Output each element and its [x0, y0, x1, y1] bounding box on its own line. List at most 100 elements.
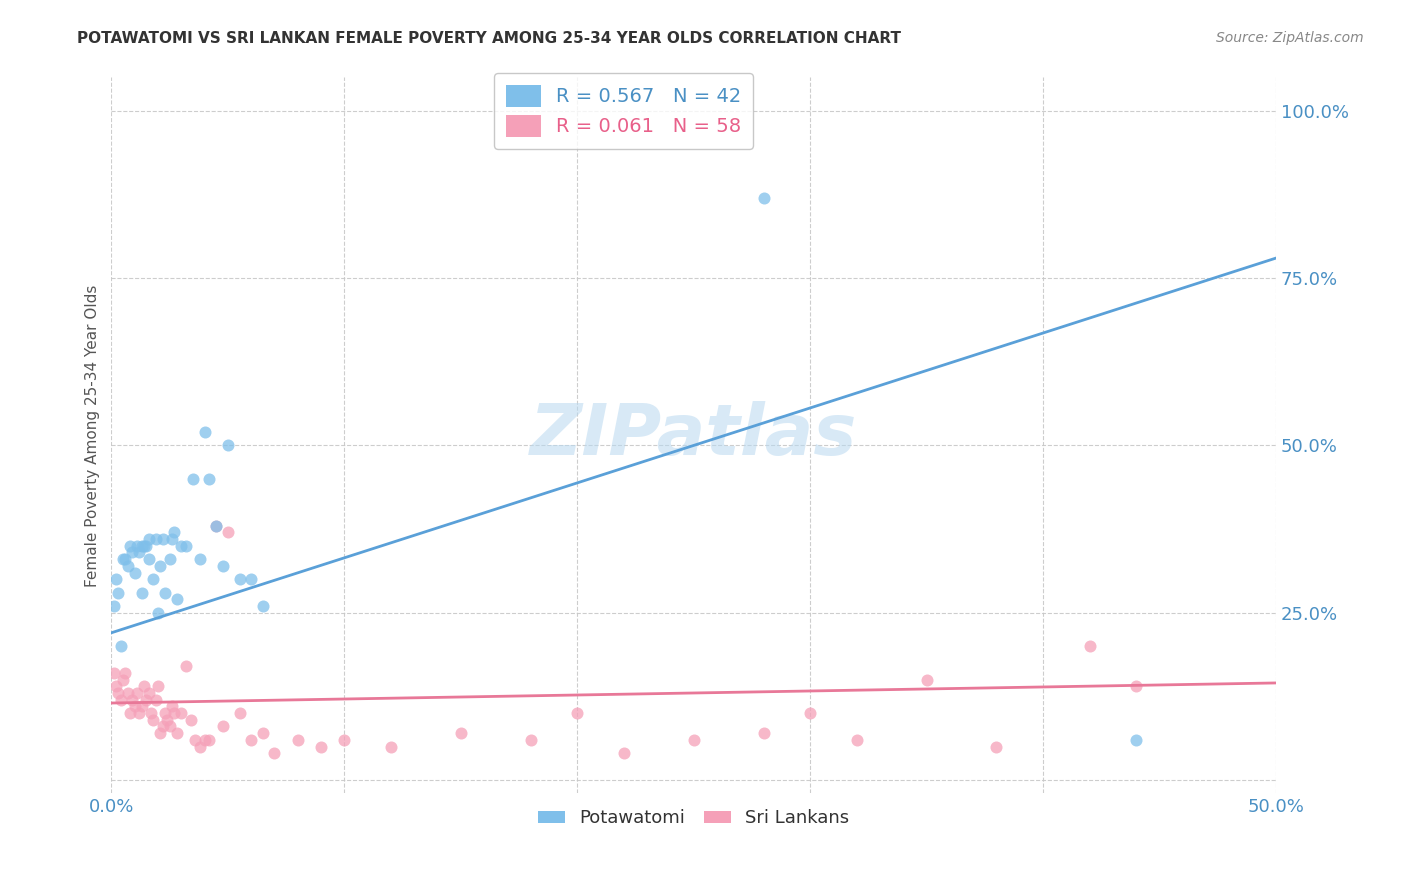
Point	[139, 706, 162, 720]
Point	[149, 558, 172, 573]
Point	[114, 552, 136, 566]
Point	[112, 673, 135, 687]
Point	[142, 572, 165, 586]
Point	[153, 585, 176, 599]
Point	[1078, 639, 1101, 653]
Point	[131, 699, 153, 714]
Point	[194, 425, 217, 439]
Point	[194, 732, 217, 747]
Point	[1125, 732, 1147, 747]
Point	[125, 686, 148, 700]
Point	[105, 572, 128, 586]
Point	[252, 599, 274, 613]
Point	[198, 472, 221, 486]
Point	[131, 539, 153, 553]
Point	[138, 686, 160, 700]
Point	[380, 739, 402, 754]
Point	[174, 539, 197, 553]
Point	[228, 572, 250, 586]
Point	[228, 706, 250, 720]
Point	[163, 706, 186, 720]
Point	[915, 673, 938, 687]
Point	[107, 686, 129, 700]
Point	[112, 552, 135, 566]
Legend: Potawatomi, Sri Lankans: Potawatomi, Sri Lankans	[531, 802, 856, 834]
Point	[152, 719, 174, 733]
Point	[799, 706, 821, 720]
Point	[287, 732, 309, 747]
Point	[114, 665, 136, 680]
Point	[205, 518, 228, 533]
Point	[149, 726, 172, 740]
Point	[145, 532, 167, 546]
Point	[752, 726, 775, 740]
Point	[132, 679, 155, 693]
Point	[153, 706, 176, 720]
Point	[103, 665, 125, 680]
Point	[118, 539, 141, 553]
Point	[121, 692, 143, 706]
Point	[110, 692, 132, 706]
Point	[212, 719, 235, 733]
Point	[174, 659, 197, 673]
Point	[205, 518, 228, 533]
Point	[117, 686, 139, 700]
Point	[567, 706, 589, 720]
Point	[166, 726, 188, 740]
Point	[198, 732, 221, 747]
Point	[845, 732, 868, 747]
Point	[309, 739, 332, 754]
Point	[152, 532, 174, 546]
Point	[217, 438, 239, 452]
Point	[142, 713, 165, 727]
Point	[240, 732, 263, 747]
Point	[117, 558, 139, 573]
Point	[188, 552, 211, 566]
Point	[188, 739, 211, 754]
Point	[107, 585, 129, 599]
Point	[110, 639, 132, 653]
Point	[181, 472, 204, 486]
Point	[180, 713, 202, 727]
Text: POTAWATOMI VS SRI LANKAN FEMALE POVERTY AMONG 25-34 YEAR OLDS CORRELATION CHART: POTAWATOMI VS SRI LANKAN FEMALE POVERTY …	[77, 31, 901, 46]
Point	[160, 532, 183, 546]
Point	[103, 599, 125, 613]
Point	[519, 732, 541, 747]
Point	[163, 525, 186, 540]
Point	[138, 552, 160, 566]
Text: ZIPatlas: ZIPatlas	[530, 401, 858, 470]
Point	[135, 539, 157, 553]
Point	[263, 746, 285, 760]
Point	[146, 606, 169, 620]
Point	[682, 732, 704, 747]
Point	[145, 692, 167, 706]
Point	[184, 732, 207, 747]
Point	[159, 552, 181, 566]
Point	[132, 539, 155, 553]
Point	[212, 558, 235, 573]
Point	[159, 719, 181, 733]
Point	[1125, 679, 1147, 693]
Point	[128, 706, 150, 720]
Point	[252, 726, 274, 740]
Point	[240, 572, 263, 586]
Point	[105, 679, 128, 693]
Point	[146, 679, 169, 693]
Point	[986, 739, 1008, 754]
Point	[170, 706, 193, 720]
Point	[450, 726, 472, 740]
Point	[170, 539, 193, 553]
Point	[128, 545, 150, 559]
Point	[124, 566, 146, 580]
Point	[156, 713, 179, 727]
Point	[124, 699, 146, 714]
Point	[613, 746, 636, 760]
Point	[333, 732, 356, 747]
Point	[118, 706, 141, 720]
Point	[138, 532, 160, 546]
Text: Source: ZipAtlas.com: Source: ZipAtlas.com	[1216, 31, 1364, 45]
Point	[160, 699, 183, 714]
Y-axis label: Female Poverty Among 25-34 Year Olds: Female Poverty Among 25-34 Year Olds	[86, 285, 100, 587]
Point	[125, 539, 148, 553]
Point	[166, 592, 188, 607]
